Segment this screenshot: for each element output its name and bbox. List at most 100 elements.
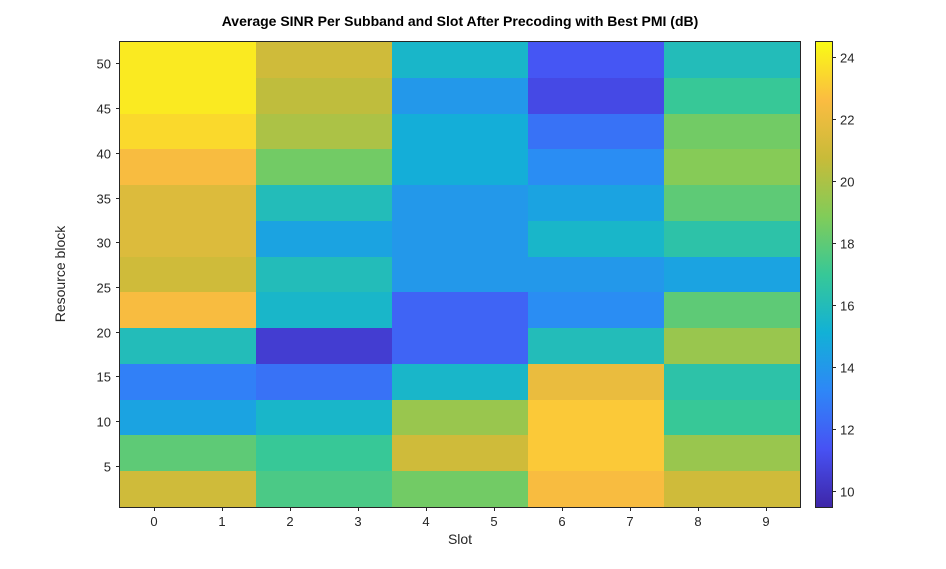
x-tick-mark <box>154 507 155 511</box>
colorbar-tick-label: 22 <box>840 112 855 127</box>
colorbar-tick-label: 24 <box>840 50 855 65</box>
heatmap-cell <box>664 42 800 78</box>
y-tick-label: 35 <box>96 191 111 206</box>
heatmap-cell <box>664 77 800 114</box>
heatmap-cell <box>256 149 392 186</box>
colorbar-tick-mark <box>832 118 836 120</box>
y-tick-label: 10 <box>96 414 111 430</box>
colorbar-tick-label: 18 <box>840 236 855 251</box>
y-tick-mark <box>116 197 120 199</box>
x-tick-mark <box>698 507 699 511</box>
heatmap-cell <box>528 435 664 472</box>
heatmap-cell <box>120 435 256 472</box>
heatmap-cell <box>256 113 392 150</box>
heatmap-cell <box>528 77 664 114</box>
x-tick-label: 5 <box>490 514 498 529</box>
x-tick-mark <box>222 507 223 511</box>
colorbar-tick-mark <box>832 180 836 182</box>
x-tick-label: 4 <box>422 514 430 529</box>
heatmap-cell <box>256 256 392 293</box>
heatmap-cell <box>256 363 392 400</box>
x-tick-label: 1 <box>218 514 226 529</box>
heatmap-cell <box>528 256 664 293</box>
x-tick-mark <box>358 507 359 511</box>
y-axis-label: Resource block <box>52 225 68 323</box>
y-tick-label: 20 <box>96 325 111 341</box>
colorbar-tick-mark <box>832 428 836 430</box>
heatmap-cell <box>120 471 256 507</box>
x-tick-label: 6 <box>558 514 566 529</box>
heatmap-cell <box>392 77 528 114</box>
heatmap-cell <box>664 435 800 472</box>
heatmap-cell <box>120 77 256 114</box>
x-tick-mark <box>426 507 427 511</box>
y-tick-mark <box>116 152 120 154</box>
heatmap-cell <box>120 220 256 257</box>
heatmap-cell <box>664 113 800 150</box>
colorbar-tick-mark <box>832 304 836 306</box>
heatmap-cell <box>120 113 256 150</box>
heatmap-cell <box>256 185 392 221</box>
heatmap-cell <box>256 399 392 436</box>
y-tick-label: 25 <box>96 280 111 296</box>
y-tick-mark <box>116 286 120 288</box>
heatmap-cell <box>392 471 528 507</box>
heatmap-cell <box>528 113 664 150</box>
y-tick-label: 15 <box>96 369 111 385</box>
heatmap-cell <box>664 292 800 329</box>
heatmap-cell <box>664 256 800 293</box>
y-tick-mark <box>116 242 120 244</box>
heatmap-cell <box>528 399 664 436</box>
heatmap-cell <box>664 363 800 400</box>
y-tick-mark <box>116 376 120 378</box>
heatmap-cell <box>664 328 800 364</box>
heatmap-cell <box>392 185 528 221</box>
x-tick-label: 2 <box>286 514 294 529</box>
x-tick-label: 9 <box>762 514 770 529</box>
heatmap-cell <box>392 149 528 186</box>
heatmap-cell <box>256 471 392 507</box>
heatmap-cell <box>664 149 800 186</box>
colorbar: 10 12 14 16 18 20 22 24 <box>815 41 854 508</box>
heatmap-cell <box>664 471 800 507</box>
colorbar-tick-label: 16 <box>840 298 855 313</box>
colorbar-tick-mark <box>832 366 836 368</box>
y-tick-mark <box>116 421 120 423</box>
heatmap-cell <box>664 185 800 221</box>
heatmap-cell <box>120 185 256 221</box>
colorbar-tick-mark <box>832 242 836 244</box>
heatmap-cell <box>392 328 528 364</box>
heatmap-cell <box>392 435 528 472</box>
heatmap-cell <box>528 471 664 507</box>
x-tick-mark <box>290 507 291 511</box>
heatmap-cell <box>120 42 256 78</box>
heatmap-cell <box>256 292 392 329</box>
heatmap-cell <box>664 399 800 436</box>
heatmap-cell <box>528 42 664 78</box>
heatmap-cell <box>120 256 256 293</box>
heatmap-cell <box>528 149 664 186</box>
colorbar-tick-label: 10 <box>840 484 855 499</box>
heatmap-cell <box>392 292 528 329</box>
heatmap-cell <box>528 185 664 221</box>
heatmap-cell <box>528 363 664 400</box>
x-axis-label: Slot <box>447 531 473 547</box>
heatmap-cell <box>528 220 664 257</box>
y-tick-mark <box>116 108 120 110</box>
colorbar-tick-label: 20 <box>840 174 855 189</box>
x-tick-label: 7 <box>626 514 634 529</box>
y-tick-label: 50 <box>96 56 111 72</box>
heatmap-cell <box>256 435 392 472</box>
y-tick-label: 5 <box>103 459 111 475</box>
heatmap-cell <box>256 77 392 114</box>
x-tick-mark <box>562 507 563 511</box>
x-tick-mark <box>766 507 767 511</box>
x-tick-mark <box>494 507 495 511</box>
heatmap-cell <box>392 220 528 257</box>
y-tick-mark <box>116 63 120 65</box>
heatmap-cell <box>120 149 256 186</box>
heatmap-cell <box>120 363 256 400</box>
heatmap-cell <box>256 220 392 257</box>
